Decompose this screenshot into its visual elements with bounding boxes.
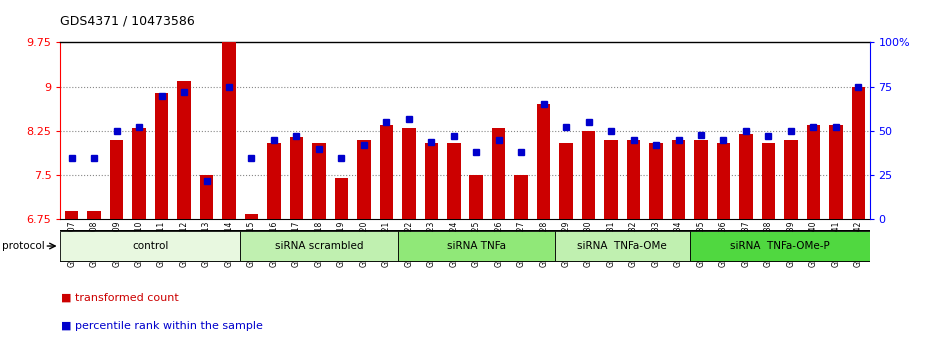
Bar <box>852 87 865 219</box>
Bar <box>87 211 100 219</box>
Bar <box>717 143 730 219</box>
Text: protocol: protocol <box>2 241 45 251</box>
Bar <box>560 143 573 219</box>
Bar <box>132 128 146 219</box>
Bar <box>222 42 235 219</box>
FancyBboxPatch shape <box>240 231 397 261</box>
Bar <box>762 143 775 219</box>
Bar <box>335 178 348 219</box>
Text: siRNA  TNFa-OMe-P: siRNA TNFa-OMe-P <box>730 241 830 251</box>
Bar <box>604 140 618 219</box>
Bar <box>245 213 259 219</box>
Bar <box>514 175 528 219</box>
Bar <box>537 104 551 219</box>
Bar <box>784 140 798 219</box>
Bar <box>649 143 663 219</box>
Bar <box>492 128 506 219</box>
Text: ■ percentile rank within the sample: ■ percentile rank within the sample <box>61 321 263 331</box>
Bar <box>671 140 685 219</box>
Bar <box>694 140 708 219</box>
Bar <box>357 140 370 219</box>
Bar <box>806 125 820 219</box>
Bar <box>379 125 393 219</box>
Text: siRNA scrambled: siRNA scrambled <box>274 241 363 251</box>
Text: control: control <box>132 241 168 251</box>
Text: GDS4371 / 10473586: GDS4371 / 10473586 <box>60 14 195 27</box>
Text: siRNA  TNFa-OMe: siRNA TNFa-OMe <box>578 241 667 251</box>
Bar <box>289 137 303 219</box>
Bar <box>447 143 460 219</box>
Bar <box>267 143 281 219</box>
Bar <box>424 143 438 219</box>
Text: siRNA TNFa: siRNA TNFa <box>446 241 506 251</box>
FancyBboxPatch shape <box>397 231 555 261</box>
Bar <box>312 143 326 219</box>
Bar <box>65 211 78 219</box>
Bar <box>110 140 124 219</box>
Bar <box>200 175 213 219</box>
Bar <box>739 134 752 219</box>
Text: ■ transformed count: ■ transformed count <box>61 292 179 302</box>
Bar <box>154 93 168 219</box>
Bar <box>470 175 483 219</box>
FancyBboxPatch shape <box>60 231 240 261</box>
Bar <box>582 131 595 219</box>
FancyBboxPatch shape <box>690 231 870 261</box>
FancyBboxPatch shape <box>555 231 690 261</box>
Bar <box>178 81 191 219</box>
Bar <box>402 128 416 219</box>
Bar <box>830 125 843 219</box>
Bar <box>627 140 640 219</box>
